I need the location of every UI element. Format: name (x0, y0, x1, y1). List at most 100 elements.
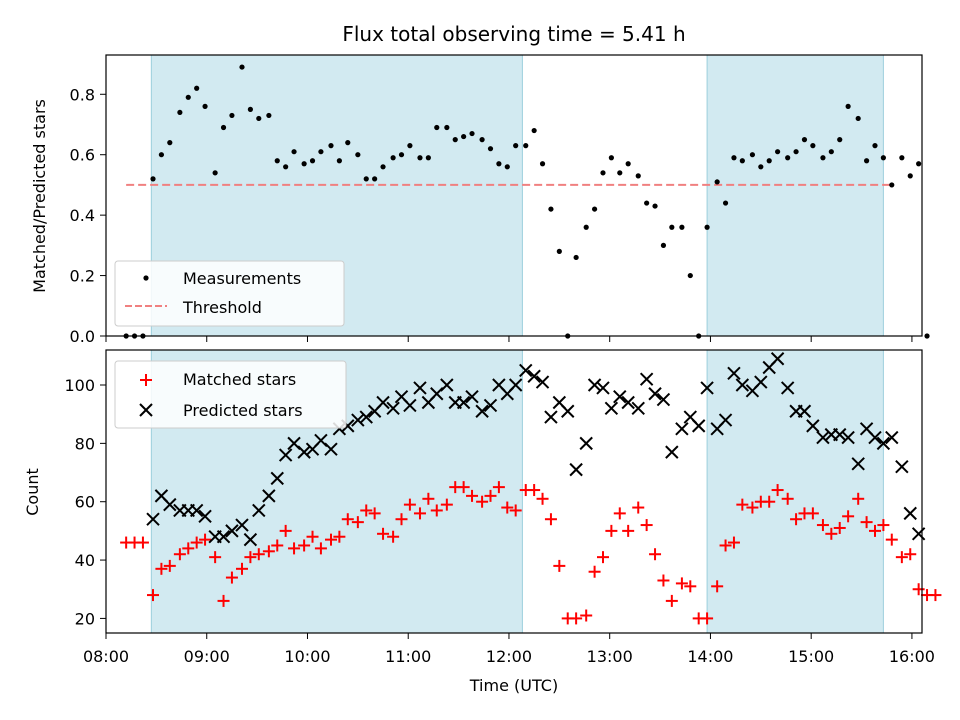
matched-star-point (182, 542, 195, 555)
matched-star-point (842, 510, 855, 523)
matched-star-point (852, 492, 865, 505)
predicted-star-point (440, 378, 454, 392)
measurement-point (274, 158, 280, 164)
measurement-point (479, 137, 485, 143)
measurement-point (202, 103, 208, 109)
matched-star-point (476, 495, 489, 508)
count-ytick-label: 60 (75, 493, 95, 512)
measurement-point (775, 149, 781, 155)
predicted-x-b (278, 448, 293, 462)
measurement-point (652, 203, 658, 209)
matched-star-point (553, 559, 566, 572)
predicted-star-point (816, 430, 830, 445)
predicted-x-b (146, 512, 160, 526)
legend-matched-marker (140, 374, 152, 386)
matched-star-point (484, 489, 497, 502)
count-xtick-label: 08:00 (83, 647, 129, 666)
legend-threshold-label: Threshold (182, 298, 262, 317)
legend-predicted-label: Predicted stars (183, 401, 303, 420)
count-xtick-label: 14:00 (687, 647, 733, 666)
measurement-point (837, 137, 843, 143)
matched-star-point (895, 551, 908, 564)
ratio-ytick-label: 0.8 (70, 85, 95, 104)
predicted-star-point (189, 503, 204, 518)
measurement-point (220, 124, 227, 131)
predicted-star-point (475, 404, 489, 418)
matched-star-point (649, 548, 662, 561)
matched-star-point (209, 551, 222, 564)
predicted-x-b (806, 419, 820, 433)
predicted-star-point (403, 398, 417, 413)
measurement-point (301, 161, 307, 167)
measurement-point (407, 143, 413, 149)
predicted-x-b (700, 381, 714, 395)
predicted-x-b (475, 404, 489, 418)
predicted-star-point (639, 372, 654, 386)
matched-star-point (528, 484, 541, 497)
predicted-star-point (216, 530, 231, 544)
matched-star-point (877, 519, 890, 532)
count-ytick-label: 100 (64, 376, 95, 395)
predicted-x-b (189, 503, 204, 518)
matched-star-point (860, 516, 873, 529)
predicted-star-point (456, 395, 471, 410)
predicted-x-b (841, 430, 855, 445)
predicted-x-b (216, 530, 231, 544)
measurement-point (372, 176, 378, 182)
measurement-point (461, 133, 467, 140)
predicted-x-b (718, 413, 733, 427)
matched-star-point (271, 539, 284, 552)
predicted-x-b (235, 518, 249, 532)
predicted-x-b (535, 375, 550, 389)
predicted-x-b (754, 375, 768, 389)
predicted-x-b (770, 352, 785, 366)
measurement-point (380, 164, 386, 170)
predicted-x-b (596, 381, 610, 395)
measurement-point (425, 155, 431, 161)
measurement-point (452, 137, 458, 143)
predicted-x-b (465, 389, 479, 404)
predicted-star-point (691, 419, 706, 433)
measurement-point (185, 94, 191, 100)
measurement-point (247, 106, 253, 112)
predicted-x-b (859, 422, 874, 436)
predicted-x-b (544, 410, 558, 424)
predicted-star-point (386, 401, 400, 416)
predicted-star-point (243, 532, 258, 547)
predicted-star-point (359, 410, 373, 424)
predicted-x-b (876, 436, 891, 451)
matched-star-point (509, 504, 522, 517)
matched-star-point (736, 498, 749, 511)
matched-star-point (262, 545, 275, 558)
predicted-star-point (700, 381, 714, 395)
measurement-point (924, 333, 930, 339)
predicted-star-point (465, 389, 479, 404)
ratio-panel: 0.00.20.40.60.8 Matched/Predicted stars … (30, 54, 930, 346)
matched-star-point (440, 498, 453, 511)
predicted-x-b (270, 471, 284, 486)
measurement-point (504, 164, 510, 170)
predicted-star-point (770, 352, 785, 366)
count-ylabel: Count (23, 468, 42, 516)
measurement-point (417, 155, 423, 161)
predicted-x-b (561, 404, 575, 418)
predicted-x-b (631, 401, 645, 416)
measurement-point (899, 155, 905, 161)
legend-matched-label: Matched stars (183, 370, 296, 389)
predicted-star-point (631, 401, 645, 416)
predicted-x-b (456, 395, 471, 410)
predicted-x-b (154, 489, 169, 503)
count-panel: 20 40 60 80 100 08:00 09:00 10:00 11:00 12:00 13:… (23, 349, 942, 695)
matched-star-point (781, 492, 794, 505)
predicted-star-point (621, 395, 635, 410)
predicted-x-b (403, 398, 417, 413)
measurement-point (739, 158, 745, 164)
predicted-x-b (440, 378, 454, 392)
measurement-point (239, 64, 245, 70)
predicted-star-point (851, 457, 865, 471)
count-xtick-label: 11:00 (385, 647, 431, 666)
measurement-point (523, 143, 529, 149)
count-legend-box (114, 360, 347, 429)
matched-star-point (622, 524, 635, 537)
